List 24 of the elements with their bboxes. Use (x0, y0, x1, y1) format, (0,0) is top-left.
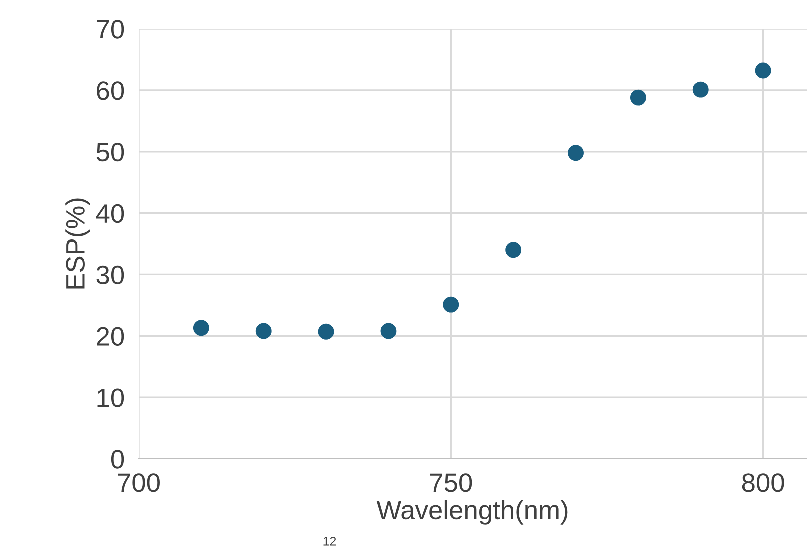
point (568, 145, 584, 162)
x-tick-label: 750 (430, 474, 472, 492)
point (443, 296, 460, 313)
y-tick-label: 40 (96, 204, 124, 224)
point (506, 242, 522, 258)
y-tick-label: 70 (97, 20, 124, 39)
point (318, 324, 334, 340)
point (692, 82, 709, 98)
x-tick-label: 800 (742, 474, 784, 492)
point (630, 90, 646, 106)
text: 12 (324, 536, 336, 546)
x-axis-title: Wavelength(nm) (376, 500, 568, 525)
y-tick-label: 10 (98, 388, 124, 408)
x-tick-label: 700 (118, 474, 160, 492)
y-tick-label: 20 (97, 327, 124, 346)
point (380, 323, 397, 340)
y-tick-label: 50 (96, 142, 124, 162)
point (256, 323, 272, 340)
y-tick-label: 30 (96, 266, 124, 285)
y-tick-label: 60 (97, 82, 124, 100)
point (193, 320, 210, 336)
point (755, 62, 772, 79)
y-axis-title: ESP(%) (66, 198, 90, 289)
y-tick-label: 0 (111, 450, 124, 469)
